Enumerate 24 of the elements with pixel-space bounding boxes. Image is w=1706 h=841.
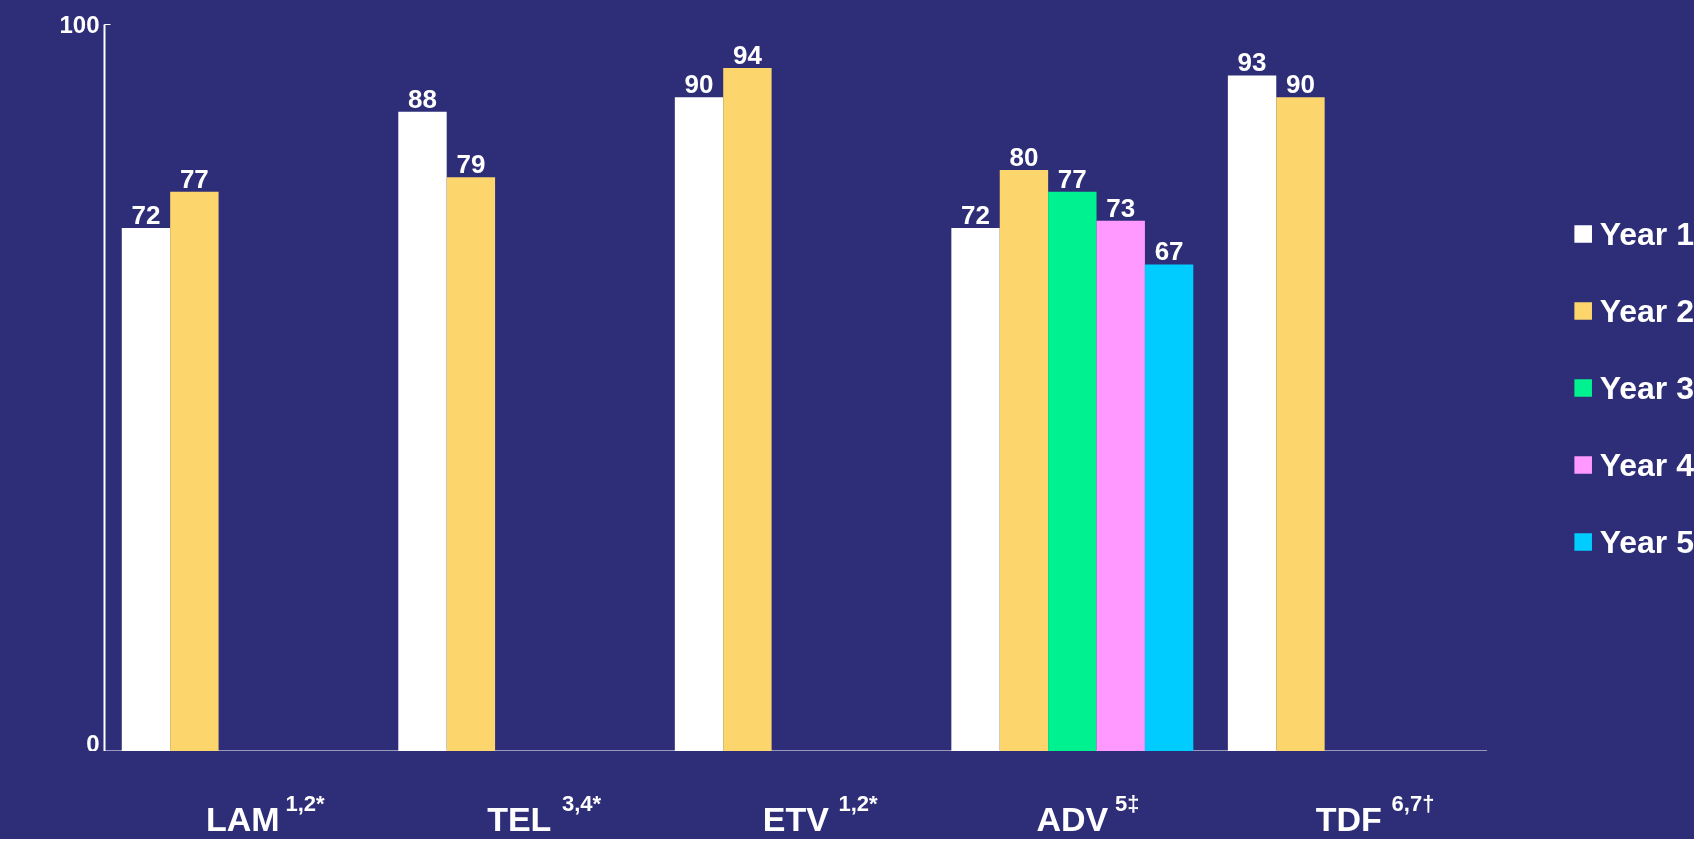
data-label: 77 — [1057, 163, 1087, 194]
x-tick-label: TEL 3,4* — [487, 790, 602, 838]
x-tick-label: ETV 1,2* — [762, 790, 879, 838]
x-tick-label: TDF 6,7† — [1315, 790, 1435, 838]
legend-label: Year 3 — [1599, 369, 1694, 406]
data-label: 90 — [1286, 69, 1315, 100]
y-tick-label: 100 — [59, 11, 100, 38]
legend-label: Year 2 — [1599, 292, 1694, 329]
data-label: 72 — [961, 200, 991, 231]
data-label: 73 — [1106, 192, 1136, 223]
data-label: 93 — [1237, 47, 1267, 78]
data-label: 79 — [456, 149, 486, 180]
data-label: 72 — [131, 200, 161, 231]
data-label: 90 — [684, 69, 714, 100]
data-label: 67 — [1154, 236, 1184, 267]
legend-label: Year 5 — [1599, 523, 1694, 560]
data-label: 80 — [1009, 141, 1039, 172]
data-label: 77 — [179, 163, 209, 194]
legend-label: Year 1 — [1599, 215, 1694, 252]
legend-label: Year 4 — [1599, 446, 1694, 483]
y-tick-label: 0 — [86, 729, 100, 757]
data-label: 88 — [408, 83, 437, 114]
x-tick-label: ADV 5‡ — [1036, 790, 1140, 838]
data-label: 94 — [732, 40, 763, 71]
